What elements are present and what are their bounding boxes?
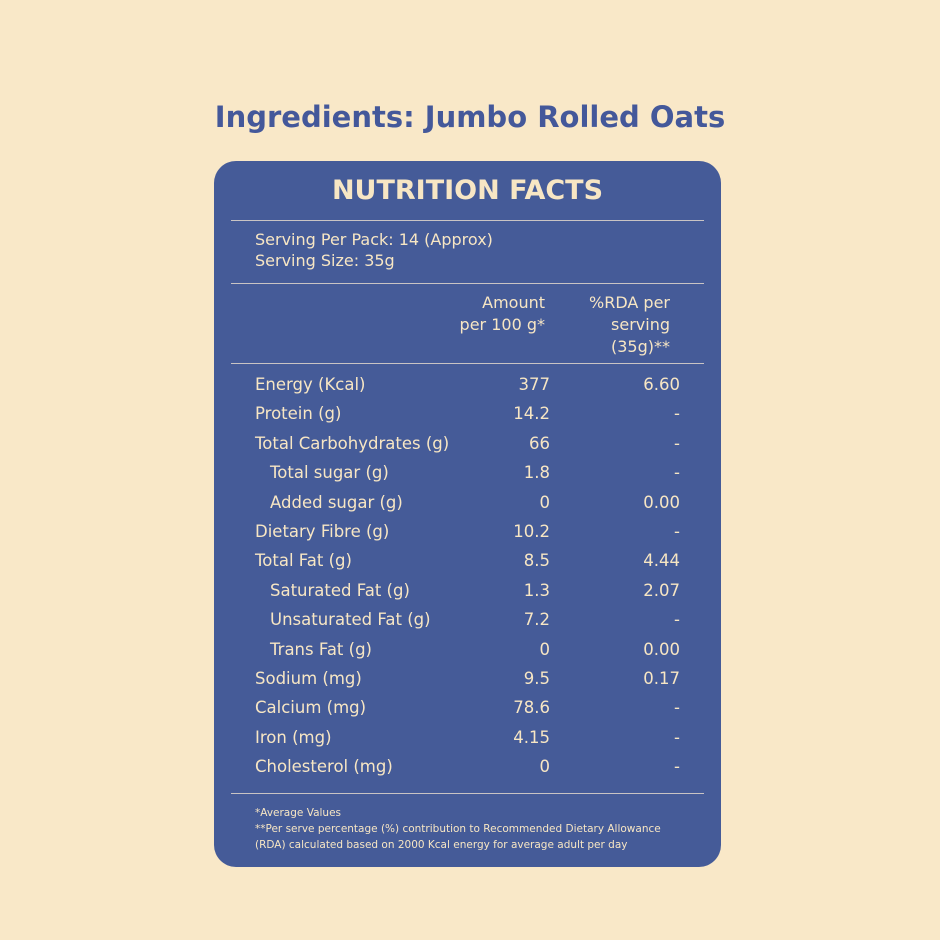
column-header: (35g)** (611, 337, 670, 356)
amount-value: 78.6 (513, 698, 550, 718)
title: Ingredients: Jumbo Rolled Oats (214, 100, 726, 134)
nutrient-name: Protein (g) (255, 404, 342, 424)
rda-value: - (674, 698, 680, 718)
footnote: *Average Values (255, 807, 342, 819)
nutrient-name: Total Fat (g) (255, 551, 352, 571)
rda-value: 0.17 (643, 669, 680, 688)
amount-value: 1.8 (523, 463, 550, 483)
nutrient-name: Added sugar (g) (270, 492, 403, 512)
footnote: (RDA) calculated based on 2000 Kcal ener… (255, 839, 628, 851)
nutrient-name: Sodium (mg) (255, 669, 362, 688)
serving-info: Serving Per Pack: 14 (Approx) (255, 230, 493, 249)
rda-value: 2.07 (643, 580, 680, 600)
divider (231, 220, 704, 221)
footnote: **Per serve percentage (%) contribution … (255, 823, 661, 835)
divider (231, 363, 704, 364)
nutrient-name: Unsaturated Fat (g) (270, 610, 431, 630)
rda-value: - (674, 404, 680, 424)
nutrient-name: Dietary Fibre (g) (255, 522, 390, 541)
rda-value: - (674, 522, 680, 541)
column-header: per 100 g* (459, 315, 545, 334)
column-header: %RDA per (589, 293, 670, 312)
rda-value: - (674, 463, 680, 483)
amount-value: 0 (539, 757, 551, 777)
divider (231, 283, 704, 284)
nutrient-name: Total Carbohydrates (g) (255, 433, 450, 453)
amount-value: 7.2 (523, 610, 550, 630)
rda-value: 0.00 (643, 639, 680, 659)
nutrition-panel: NUTRITION FACTS Serving Per Pack: 14 (Ap… (214, 161, 721, 867)
rda-value: 4.44 (643, 551, 680, 571)
amount-value: 8.5 (523, 551, 550, 571)
amount-value: 4.15 (513, 727, 550, 747)
nutrient-name: Saturated Fat (g) (270, 580, 410, 600)
rda-value: - (674, 727, 680, 747)
amount-value: 10.2 (513, 522, 550, 541)
nutrient-name: Total sugar (g) (270, 463, 389, 483)
column-header: serving (611, 315, 670, 334)
nutrient-name: Cholesterol (mg) (255, 757, 393, 777)
divider (231, 793, 704, 794)
rda-value: - (674, 610, 680, 630)
amount-value: 66 (529, 433, 550, 453)
amount-value: 0 (539, 492, 551, 512)
nutrient-name: Calcium (mg) (255, 698, 367, 718)
nutrient-name: Iron (mg) (255, 727, 332, 747)
nutrient-name: Trans Fat (g) (270, 639, 372, 659)
amount-value: 9.5 (523, 669, 550, 688)
serving-info: Serving Size: 35g (255, 251, 395, 270)
amount-value: 0 (539, 639, 551, 659)
amount-value: 1.3 (523, 580, 550, 600)
panel-heading: NUTRITION FACTS (331, 175, 604, 206)
column-header: Amount (482, 293, 545, 312)
amount-value: 14.2 (513, 404, 550, 424)
amount-value: 377 (518, 375, 551, 394)
rda-value: - (674, 757, 680, 777)
nutrient-name: Energy (Kcal) (255, 375, 366, 394)
rda-value: 0.00 (643, 492, 680, 512)
rda-value: 6.60 (643, 375, 680, 394)
rda-value: - (674, 433, 680, 453)
